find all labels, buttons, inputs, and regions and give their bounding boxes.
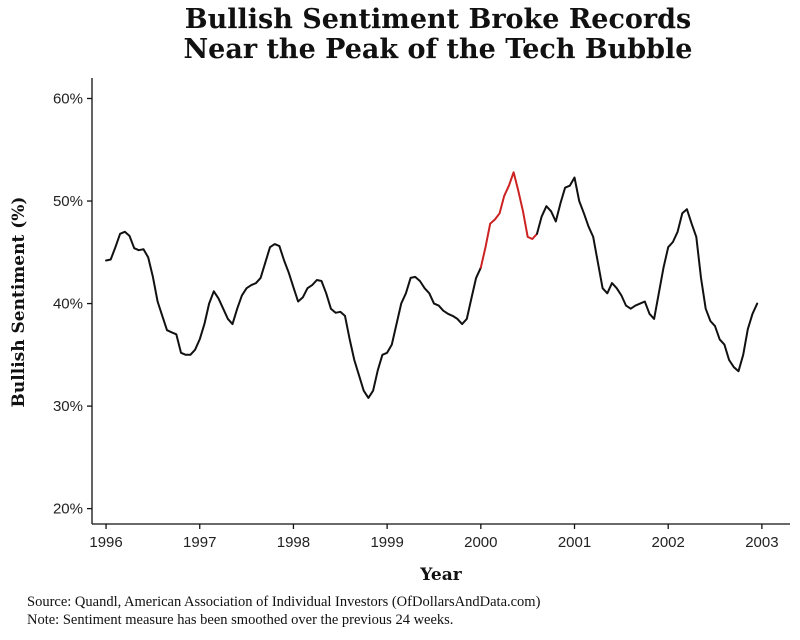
x-tick-label: 1998: [277, 534, 310, 551]
x-tick-label: 2002: [652, 534, 685, 551]
sentiment-line-segment-1: [105, 230, 482, 399]
sentiment-line-segment-3: [536, 176, 759, 373]
plot-area: [105, 171, 759, 399]
source-note: Source: Quandl, American Association of …: [27, 594, 541, 610]
smoothing-note: Note: Sentiment measure has been smoothe…: [27, 612, 453, 628]
x-tick-label: 2003: [745, 534, 778, 551]
y-tick-label: 50%: [53, 193, 83, 210]
x-axis-title: Year: [419, 565, 462, 585]
y-tick-label: 40%: [53, 296, 83, 313]
x-tick-label: 1997: [183, 534, 216, 551]
sentiment-line-segment-2: [479, 171, 538, 269]
y-tick-label: 60%: [53, 91, 83, 108]
chart-title-line-1: Bullish Sentiment Broke Records: [185, 4, 691, 35]
x-tick-label: 2000: [464, 534, 497, 551]
y-tick-label: 20%: [53, 501, 83, 518]
y-axis: 20% 30% 40% 50% 60%: [53, 78, 93, 524]
y-axis-title: Bullish Sentiment (%): [9, 197, 29, 408]
y-tick-label: 30%: [53, 398, 83, 415]
x-tick-label: 2001: [558, 534, 591, 551]
chart-title-line-2: Near the Peak of the Tech Bubble: [183, 34, 692, 65]
x-tick-label: 1999: [370, 534, 403, 551]
x-axis: 1996 1997 1998 1999 2000 2001 2002 2003: [89, 523, 790, 551]
x-tick-label: 1996: [89, 534, 122, 551]
